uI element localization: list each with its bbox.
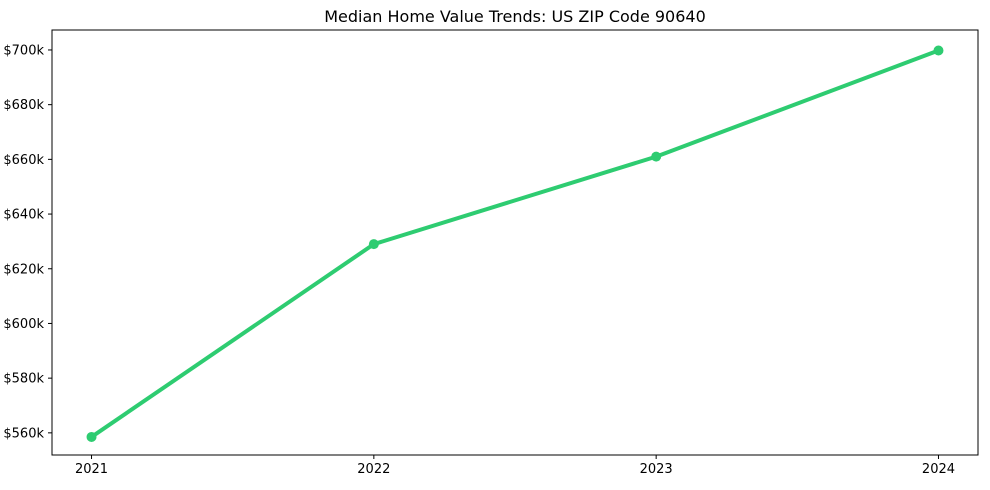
y-tick-label: $680k xyxy=(3,98,44,113)
y-tick-label: $600k xyxy=(3,317,44,332)
trend-line xyxy=(89,48,941,439)
x-tick-label: 2022 xyxy=(357,462,390,477)
data-point-2024 xyxy=(933,45,944,56)
y-tick-label: $640k xyxy=(3,208,44,223)
data-point-2022 xyxy=(368,239,379,250)
y-tick-label: $660k xyxy=(3,153,44,168)
y-tick-label: $580k xyxy=(3,372,44,387)
chart-title: Median Home Value Trends: US ZIP Code 90… xyxy=(324,7,706,26)
x-tick-label: 2024 xyxy=(922,462,955,477)
x-tick-label: 2023 xyxy=(640,462,673,477)
y-tick-label: $700k xyxy=(3,43,44,58)
x-tick-label: 2021 xyxy=(75,462,108,477)
y-tick-label: $560k xyxy=(3,426,44,441)
y-tick-label: $620k xyxy=(3,262,44,277)
data-point-2021 xyxy=(86,431,97,442)
data-point-2023 xyxy=(651,151,662,162)
plot-border xyxy=(51,29,979,456)
